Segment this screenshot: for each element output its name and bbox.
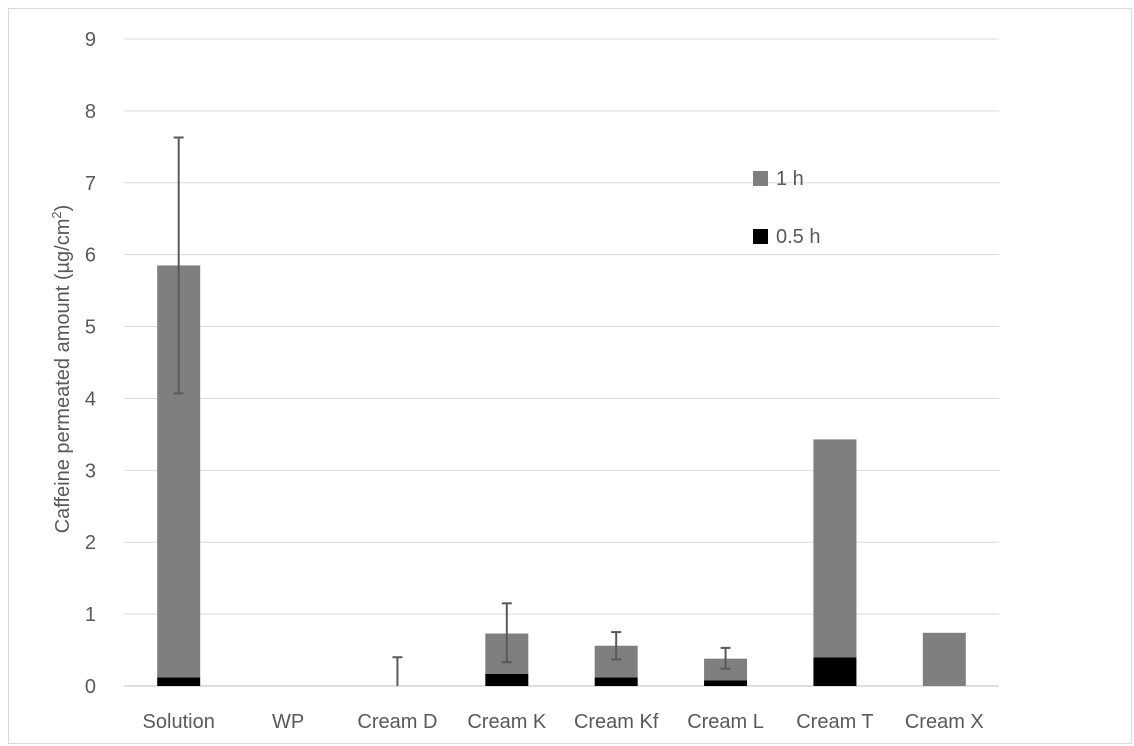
y-tick-label: 5 [85, 317, 96, 339]
y-tick-label: 6 [85, 245, 96, 267]
gridlines [124, 38, 999, 687]
legend-item: 1 h [753, 168, 804, 190]
y-axis-label: Caffeine permeated amount (µg/cm2) [49, 205, 74, 534]
y-tick-label: 7 [85, 173, 96, 195]
y-tick-label: 2 [85, 532, 96, 554]
bar-cream-x-1h [922, 632, 966, 686]
legend-label: 0.5 h [776, 226, 820, 248]
y-tick-label: 3 [85, 460, 96, 482]
y-tick-label: 0 [85, 676, 96, 698]
stacked-bar-chart: 0 1 2 3 4 5 6 7 8 9 Solution WP Cream D Cream K Cream… [49, 29, 999, 733]
y-tick-labels: 0 1 2 3 4 5 6 7 8 9 [85, 29, 96, 698]
legend-label: 1 h [776, 168, 804, 190]
y-tick-label: 4 [85, 388, 96, 410]
y-tick-label: 1 [85, 604, 96, 626]
y-tick-label: 8 [85, 101, 96, 123]
bar-cream-t-1h [813, 439, 857, 658]
bar-cream-t-05h [813, 657, 857, 686]
x-tick-label: Cream D [357, 711, 437, 733]
error-bar-cream-l [720, 646, 731, 670]
x-tick-label: Cream X [905, 711, 984, 733]
y-tick-label: 9 [85, 29, 96, 51]
legend-swatch [753, 229, 768, 244]
chart-frame: 0 1 2 3 4 5 6 7 8 9 Solution WP Cream D Cream K Cream… [8, 8, 1132, 744]
x-tick-label: Solution [143, 711, 215, 733]
error-bar-cream-d [392, 656, 403, 686]
x-tick-label: Cream Kf [574, 711, 659, 733]
x-tick-label: Cream L [687, 711, 764, 733]
bar-solution-05h [157, 677, 201, 686]
bars [157, 265, 966, 686]
legend: 1 h 0.5 h [753, 168, 820, 248]
x-tick-label: Cream T [796, 711, 873, 733]
error-bar-solution [173, 136, 184, 395]
legend-swatch [753, 171, 768, 186]
legend-item: 0.5 h [753, 226, 820, 248]
x-tick-label: WP [272, 711, 304, 733]
bar-cream-kf-05h [594, 677, 638, 686]
error-bars [173, 136, 731, 686]
x-tick-label: Cream K [467, 711, 547, 733]
bar-cream-k-05h [485, 673, 529, 686]
error-bar-cream-kf [611, 631, 622, 661]
error-bar-cream-k [501, 602, 512, 664]
bar-cream-l-05h [704, 680, 748, 686]
x-tick-labels: Solution WP Cream D Cream K Cream Kf Cream L C… [143, 711, 984, 733]
